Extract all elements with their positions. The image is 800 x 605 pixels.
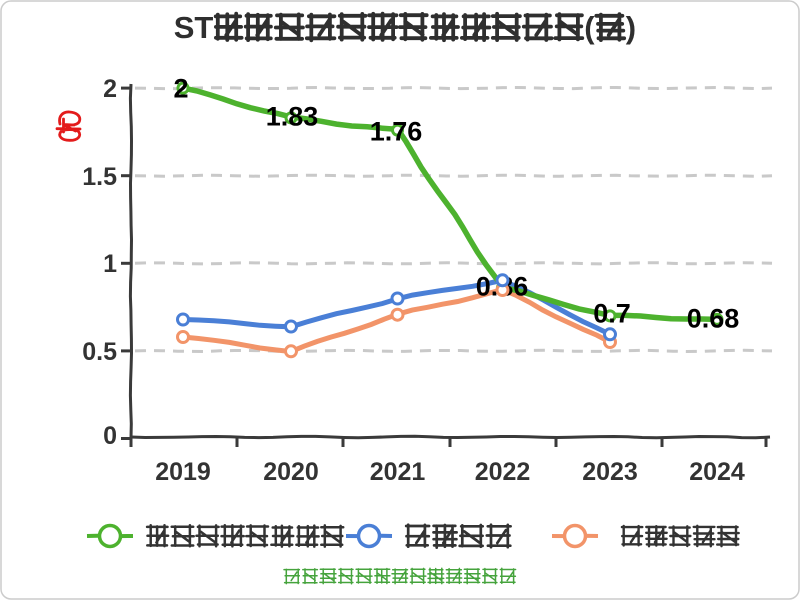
svg-text:2: 2 [173, 74, 188, 104]
svg-text:2024: 2024 [689, 458, 745, 486]
svg-text:1.83: 1.83 [266, 102, 319, 132]
svg-text:2023: 2023 [582, 458, 638, 486]
svg-text:2021: 2021 [370, 458, 426, 486]
svg-text:2: 2 [103, 75, 117, 103]
svg-text:0: 0 [103, 422, 117, 450]
svg-text:2022: 2022 [475, 458, 531, 486]
svg-text:(: ( [584, 10, 595, 45]
svg-text:0.7: 0.7 [593, 298, 631, 328]
svg-text:0.68: 0.68 [687, 303, 740, 333]
svg-text:ST: ST [174, 10, 214, 45]
svg-text:1.5: 1.5 [82, 163, 117, 191]
svg-text:0.5: 0.5 [82, 338, 117, 366]
svg-text:1: 1 [103, 250, 117, 278]
svg-text:): ) [626, 10, 636, 45]
svg-text:2020: 2020 [263, 458, 319, 486]
svg-text:2019: 2019 [155, 458, 211, 486]
svg-text:1.76: 1.76 [370, 116, 423, 146]
